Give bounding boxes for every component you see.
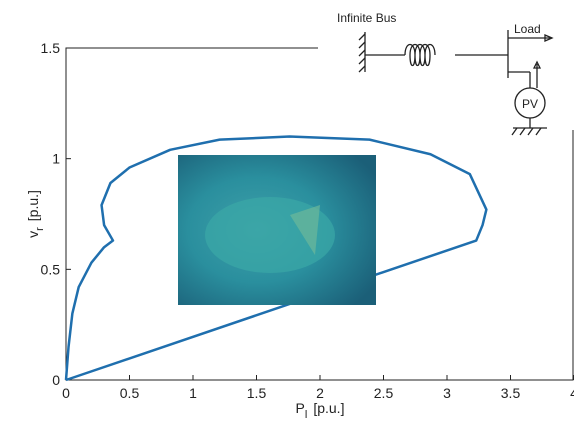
x-tick-label: 2 <box>316 385 324 401</box>
y-tick-label: 0 <box>52 372 60 388</box>
inset-bg <box>318 0 574 130</box>
x-tick-label: 3 <box>443 385 451 401</box>
line <box>64 135 488 382</box>
inset-label: PV <box>522 97 538 111</box>
y-tick-label: 1 <box>52 151 60 167</box>
x-tick-label: 1.5 <box>247 385 267 401</box>
label-sub: r <box>34 227 46 231</box>
inset-label: Load <box>514 22 541 36</box>
x-tick-label: 3.5 <box>501 385 521 401</box>
x-tick-label: 1 <box>189 385 197 401</box>
x-tick-label: 4 <box>570 385 574 401</box>
label-sub: l <box>305 409 307 421</box>
inset-label: Infinite Bus <box>337 11 396 25</box>
label-unit: [p.u.] <box>25 190 41 221</box>
y-tick-label: 0.5 <box>41 261 61 277</box>
y-label: vr [p.u.] <box>25 190 46 238</box>
circuit-diagram <box>358 30 554 136</box>
x-tick-label: 2.5 <box>374 385 394 401</box>
x-label: Pl [p.u.] <box>296 400 345 421</box>
label-main: v <box>25 231 41 238</box>
x-tick-label: 0.5 <box>120 385 140 401</box>
label-unit: [p.u.] <box>313 400 344 416</box>
label-main: P <box>296 400 305 416</box>
plot-area: 0 0.5 1 1.5 2 2.5 3 3.5 4 0 0.5 1 1.5 Pl [p.u.] vr [p.u.… <box>25 40 574 421</box>
y-tick-label: 1.5 <box>41 40 61 56</box>
x-tick-label: 0 <box>62 385 70 401</box>
photo-fin <box>290 205 320 255</box>
